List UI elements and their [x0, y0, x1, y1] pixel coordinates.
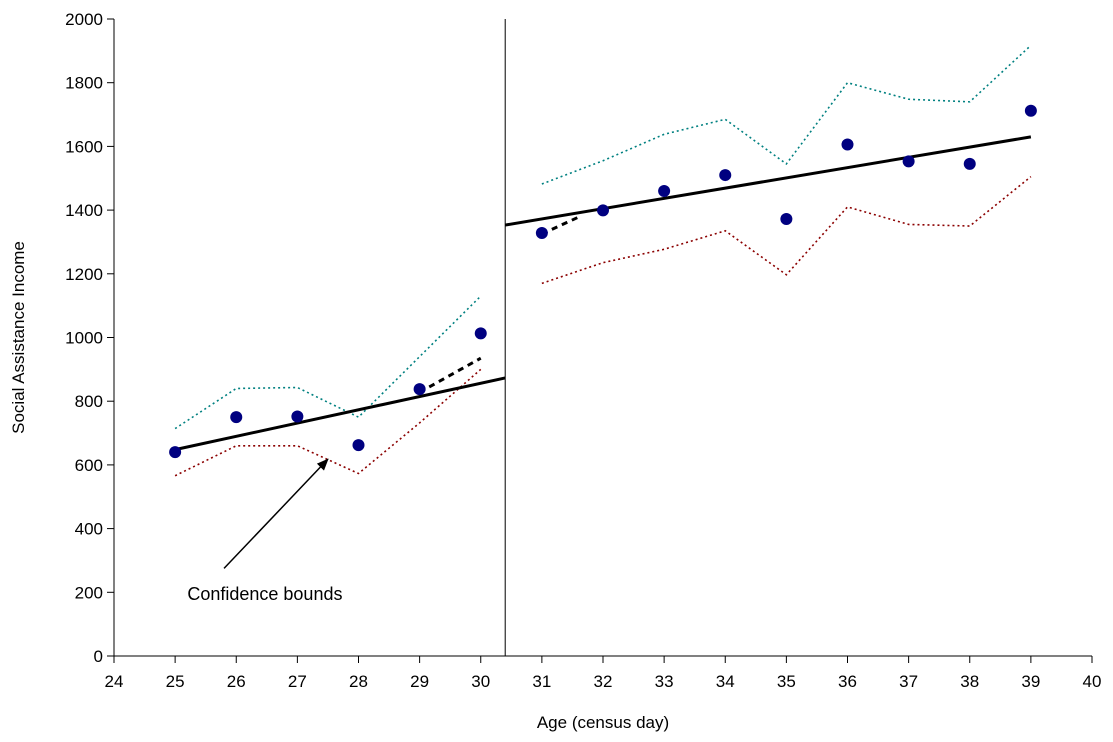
x-tick-label: 36	[838, 672, 857, 691]
annotation-group: Confidence bounds	[187, 458, 342, 604]
fit-line-right	[504, 135, 1032, 227]
data-point	[413, 383, 426, 396]
y-tick-label: 1400	[65, 201, 103, 220]
lower-bound-line	[541, 176, 1032, 285]
data-point	[719, 169, 732, 182]
y-tick-label: 1800	[65, 74, 103, 93]
data-point	[535, 227, 548, 240]
x-tick-label: 39	[1021, 672, 1040, 691]
x-tick-label: 37	[899, 672, 918, 691]
x-tick-label: 32	[594, 672, 613, 691]
data-point	[963, 157, 976, 170]
data-point	[169, 446, 182, 459]
y-tick-label: 600	[75, 456, 103, 475]
y-tick-label: 1200	[65, 265, 103, 284]
x-tick-label: 29	[410, 672, 429, 691]
dashed-fit-left	[418, 356, 482, 394]
x-tick-label: 40	[1083, 672, 1102, 691]
fit-lines	[174, 135, 1032, 452]
y-tick-label: 800	[75, 392, 103, 411]
annotation-arrow	[223, 458, 329, 569]
y-axis-title: Social Assistance Income	[9, 241, 28, 434]
x-tick-label: 24	[105, 672, 124, 691]
x-tick-label: 28	[349, 672, 368, 691]
annotation-text: Confidence bounds	[187, 584, 342, 604]
fit-line-left	[174, 376, 506, 452]
y-tick-label: 200	[75, 583, 103, 602]
data-point	[291, 410, 304, 423]
x-tick-label: 33	[655, 672, 674, 691]
x-tick-label: 26	[227, 672, 246, 691]
y-tick-label: 1600	[65, 137, 103, 156]
y-tick-label: 0	[94, 647, 103, 666]
data-point	[841, 138, 854, 151]
data-point	[1024, 104, 1037, 117]
x-tick-label: 38	[960, 672, 979, 691]
x-tick-label: 31	[532, 672, 551, 691]
upper-bound-line	[541, 44, 1032, 185]
lower-bound-line	[174, 368, 482, 477]
data-point	[780, 213, 793, 226]
x-tick-label: 34	[716, 672, 735, 691]
data-points	[169, 104, 1037, 459]
x-tick-label: 25	[166, 672, 185, 691]
dashed-fit-right	[541, 215, 580, 236]
data-point	[352, 439, 365, 452]
x-tick-label: 30	[471, 672, 490, 691]
x-axis-title: Age (census day)	[537, 713, 669, 732]
axes: 24 25 26 27 28 29 30 31 32 33 34 35 36 37 38 39 40020040…	[65, 10, 1101, 691]
y-tick-label: 1000	[65, 329, 103, 348]
data-point	[902, 155, 915, 168]
x-tick-label: 35	[777, 672, 796, 691]
data-point	[597, 204, 609, 217]
confidence-bounds	[174, 44, 1032, 477]
y-tick-label: 400	[75, 520, 103, 539]
data-point	[230, 411, 243, 424]
upper-bound-line	[174, 295, 482, 430]
x-tick-label: 27	[288, 672, 307, 691]
y-tick-label: 2000	[65, 10, 103, 29]
data-point	[474, 327, 487, 340]
data-point	[658, 184, 671, 197]
